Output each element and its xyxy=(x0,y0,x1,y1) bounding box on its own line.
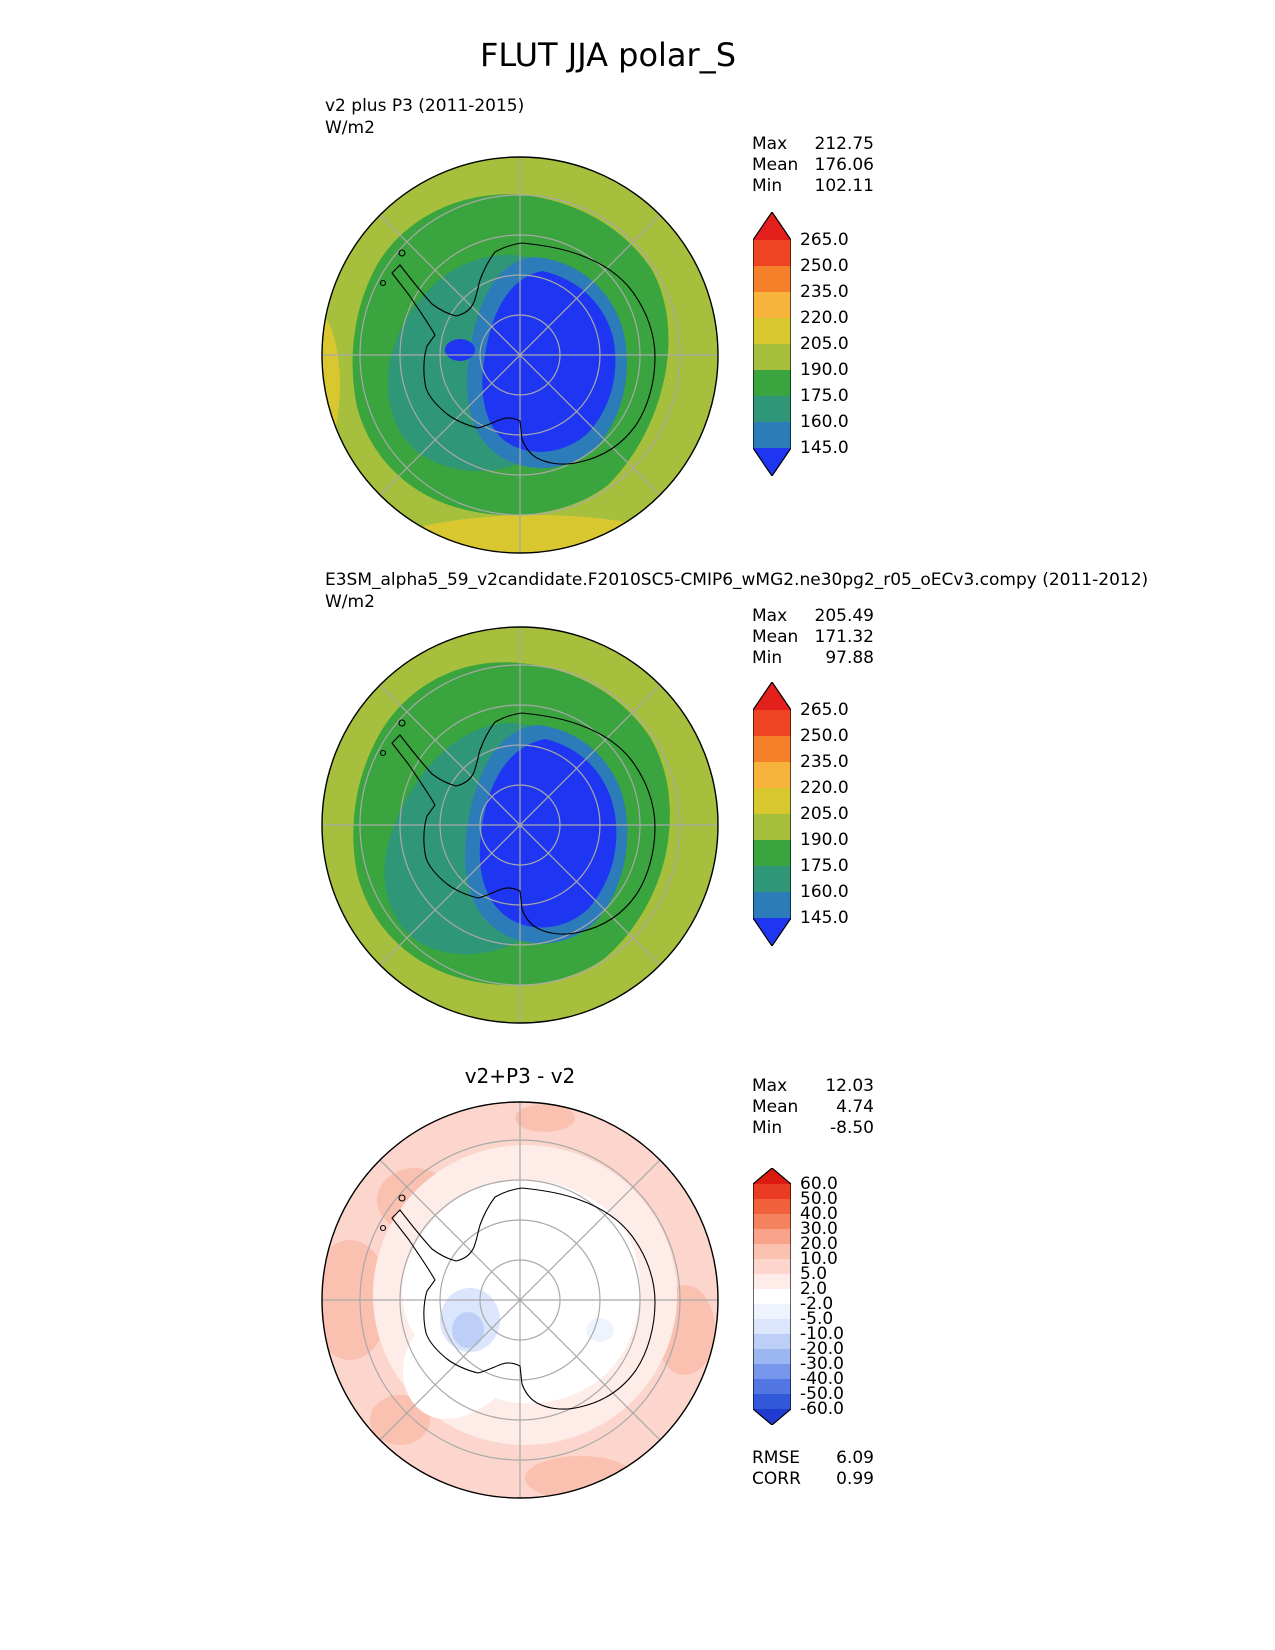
panel2-units: W/m2 xyxy=(325,592,375,612)
colorbar-tick-label: 190.0 xyxy=(800,830,849,850)
colorbar-tick-label: 265.0 xyxy=(800,700,849,720)
panel2-label: E3SM_alpha5_59_v2candidate.F2010SC5-CMIP… xyxy=(325,570,1149,590)
rmse-label: RMSE xyxy=(752,1448,801,1468)
panel3-stats: Max 12.03 Mean 4.74 Min -8.50 xyxy=(752,1076,874,1139)
graticule xyxy=(322,157,718,553)
panel2-colorbar: 265.0 250.0 235.0 220.0 205.0 190.0 175.0 160.0… xyxy=(752,680,883,950)
graticule xyxy=(322,627,718,1023)
stat-row-max: Max 212.75 xyxy=(752,134,874,155)
map-boundary xyxy=(321,626,719,1024)
colorbar-tick-label: 205.0 xyxy=(800,804,849,824)
colorbar-bar xyxy=(752,680,792,948)
contour-fills xyxy=(322,1102,718,1498)
stat-mean-value: 171.32 xyxy=(814,627,874,647)
colorbar-tick-label: 145.0 xyxy=(800,908,849,928)
stat-row-mean: Mean 171.32 xyxy=(752,627,874,648)
stat-row-max: Max 205.49 xyxy=(752,606,874,627)
colorbar-tick-label: -10.0 xyxy=(800,1324,844,1344)
colorbar-tick-label: 250.0 xyxy=(800,726,849,746)
graticule xyxy=(322,1102,718,1498)
stat-mean-label: Mean xyxy=(752,155,799,175)
rmse-value: 6.09 xyxy=(836,1448,874,1468)
page-title: FLUT JJA polar_S xyxy=(479,36,736,74)
colorbar-tick-label: -40.0 xyxy=(800,1369,844,1389)
metric-row-corr: CORR 0.99 xyxy=(752,1469,874,1490)
stat-max-value: 212.75 xyxy=(814,134,874,154)
metric-row-rmse: RMSE 6.09 xyxy=(752,1448,874,1469)
colorbar-tick-label: 250.0 xyxy=(800,256,849,276)
stat-min-label: Min xyxy=(752,1118,783,1138)
colorbar-tick-label: 20.0 xyxy=(800,1234,838,1254)
colorbar-tick-label: 220.0 xyxy=(800,308,849,328)
stat-row-mean: Mean 176.06 xyxy=(752,155,874,176)
polar-map-model1 xyxy=(321,156,719,554)
polar-map-difference xyxy=(321,1101,719,1499)
colorbar-tick-label: 205.0 xyxy=(800,334,849,354)
colorbar-tick-label: -30.0 xyxy=(800,1354,844,1374)
corr-value: 0.99 xyxy=(836,1469,874,1489)
colorbar-tick-label: -20.0 xyxy=(800,1339,844,1359)
colorbar-tick-label: 50.0 xyxy=(800,1189,838,1209)
colorbar-tick-label: -5.0 xyxy=(800,1309,834,1329)
map-boundary xyxy=(321,1101,719,1499)
stat-min-value: -8.50 xyxy=(830,1118,874,1138)
stat-max-value: 205.49 xyxy=(814,606,874,626)
stat-max-label: Max xyxy=(752,134,788,154)
colorbar-tick-label: 235.0 xyxy=(800,282,849,302)
stat-min-label: Min xyxy=(752,176,783,196)
colorbar-bar xyxy=(752,210,792,478)
panel2-stats: Max 205.49 Mean 171.32 Min 97.88 xyxy=(752,606,874,669)
stat-mean-label: Mean xyxy=(752,627,799,647)
colorbar-tick-label: 160.0 xyxy=(800,882,849,902)
colorbar-tick-label: -50.0 xyxy=(800,1384,844,1404)
corr-label: CORR xyxy=(752,1469,801,1489)
colorbar-tick-label: -2.0 xyxy=(800,1294,834,1314)
colorbar-tick-label: 40.0 xyxy=(800,1204,838,1224)
panel3-metrics: RMSE 6.09 CORR 0.99 xyxy=(752,1448,874,1490)
polar-map-model2 xyxy=(321,626,719,1024)
stat-row-min: Min 102.11 xyxy=(752,176,874,197)
colorbar-tick-label: 60.0 xyxy=(800,1174,838,1194)
colorbar-tick-label: 2.0 xyxy=(800,1279,828,1299)
panel1-units: W/m2 xyxy=(325,118,375,138)
colorbar-tick-label: 175.0 xyxy=(800,386,849,406)
stat-row-min: Min -8.50 xyxy=(752,1118,874,1139)
colorbar-tick-label: 265.0 xyxy=(800,230,849,250)
stat-mean-value: 4.74 xyxy=(836,1097,874,1117)
colorbar-tick-label: 160.0 xyxy=(800,412,849,432)
stat-row-mean: Mean 4.74 xyxy=(752,1097,874,1118)
panel1-label: v2 plus P3 (2011-2015) xyxy=(325,96,525,116)
colorbar-tick-label: 5.0 xyxy=(800,1264,828,1284)
stat-max-value: 12.03 xyxy=(825,1076,874,1096)
stat-min-label: Min xyxy=(752,648,783,668)
stat-row-max: Max 12.03 xyxy=(752,1076,874,1097)
stat-mean-label: Mean xyxy=(752,1097,799,1117)
stat-mean-value: 176.06 xyxy=(814,155,874,175)
colorbar-tick-label: 235.0 xyxy=(800,752,849,772)
colorbar-tick-label: 145.0 xyxy=(800,438,849,458)
colorbar-tick-label: 175.0 xyxy=(800,856,849,876)
colorbar-bar xyxy=(752,1167,792,1426)
stat-row-min: Min 97.88 xyxy=(752,648,874,669)
colorbar-tick-label: 190.0 xyxy=(800,360,849,380)
panel3-colorbar: 60.0 50.0 40.0 30.0 20.0 10.0 5.0 2.0 -2.0 -5.0 -1… xyxy=(752,1167,883,1429)
colorbar-tick-label: 10.0 xyxy=(800,1249,838,1269)
colorbar-tick-label: 220.0 xyxy=(800,778,849,798)
panel1-colorbar: 265.0 250.0 235.0 220.0 205.0 190.0 175.0 160.0… xyxy=(752,210,883,480)
colorbar-tick-label: 30.0 xyxy=(800,1219,838,1239)
panel1-stats: Max 212.75 Mean 176.06 Min 102.11 xyxy=(752,134,874,197)
stat-max-label: Max xyxy=(752,1076,788,1096)
stat-max-label: Max xyxy=(752,606,788,626)
panel3-title: v2+P3 - v2 xyxy=(464,1064,576,1088)
stat-min-value: 97.88 xyxy=(825,648,874,668)
stat-min-value: 102.11 xyxy=(814,176,874,196)
colorbar-tick-label: -60.0 xyxy=(800,1399,844,1419)
map-boundary xyxy=(321,156,719,554)
